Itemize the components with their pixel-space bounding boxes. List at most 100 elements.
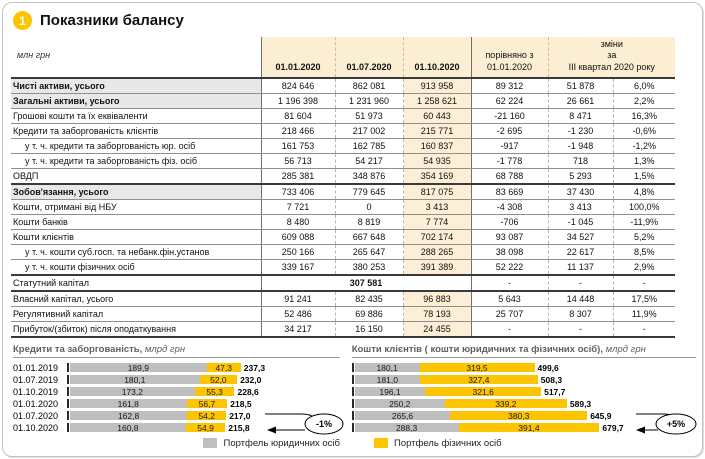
stacked-bar: 189,9 47,3 237,3 bbox=[67, 362, 340, 373]
cell-01-07-2020: 265 647 bbox=[334, 244, 403, 260]
cell-change-pct: 6,0% bbox=[612, 77, 676, 94]
chart-bar-row: 265,6 380,3 645,9 bbox=[351, 410, 696, 422]
table-row: у т. ч. кредити та заборгованість юр. ос… bbox=[11, 138, 676, 154]
cell-change-pct: -0,6% bbox=[612, 123, 676, 139]
legend-item-legal: Портфель юридичних осіб bbox=[203, 438, 340, 449]
cell-01-07-2020: 0 bbox=[334, 199, 403, 215]
cell-change-pct: 8,5% bbox=[612, 244, 676, 260]
table-header-row: млн грн 01.01.2020 01.07.2020 01.10.2020… bbox=[11, 37, 676, 79]
table-row: Зобов'язання, усього 733 406 779 645 817 07… bbox=[11, 183, 676, 200]
section-number-badge: 1 bbox=[13, 11, 32, 30]
bar-segment-legal: 250,2 bbox=[354, 399, 445, 409]
row-label: Прибуток/(збиток) після оподаткування bbox=[11, 321, 261, 338]
bar-segment-individuals: 54,2 bbox=[187, 411, 227, 421]
cell-compare: - bbox=[470, 321, 548, 338]
cell-01-01-2020: 7 721 bbox=[260, 199, 335, 215]
cell-01-07-2020: 54 217 bbox=[334, 153, 403, 169]
chart-bar-row: 250,2 339,2 589,3 bbox=[351, 398, 696, 410]
cell-change-pct: 16,3% bbox=[612, 108, 676, 124]
cell-01-10-2020: 354 169 bbox=[402, 168, 471, 185]
cell-01-10-2020: 391 389 bbox=[402, 259, 471, 276]
chart-rows-1: 180,1 319,5 499,6 181,0 327,4 508,3 196,1 321,6… bbox=[351, 362, 696, 434]
cell-01-10-2020: 913 958 bbox=[402, 77, 471, 94]
row-label: Власний капітал, усього bbox=[11, 290, 261, 307]
chart-category-label: 01.07.2019 bbox=[13, 374, 59, 385]
chart-category-label: 01.01.2020 bbox=[13, 398, 59, 409]
bar-total-label: 217,0 bbox=[229, 410, 251, 421]
cell-01-01-2020: 52 486 bbox=[260, 306, 335, 322]
bar-total-label: 679,7 bbox=[602, 422, 624, 433]
bar-segment-legal: 160,8 bbox=[70, 423, 186, 433]
cell-01-10-2020: 24 455 bbox=[402, 321, 471, 338]
row-label: ОВДП bbox=[11, 168, 261, 185]
cell-01-07-2020: 348 876 bbox=[334, 168, 403, 185]
table-row: ОВДП 285 381 348 876 354 169 68 788 5 293 1,5% bbox=[11, 168, 676, 185]
cell-change-abs: 11 137 bbox=[547, 259, 613, 276]
cell-change-pct: 5,2% bbox=[612, 229, 676, 245]
col-header-01-01-2020: 01.01.2020 bbox=[260, 37, 335, 79]
yellow-swatch-icon bbox=[373, 438, 388, 449]
stacked-bar: 265,6 380,3 645,9 bbox=[351, 411, 696, 421]
bar-segment-legal: 173,2 bbox=[70, 387, 195, 397]
cell-compare: 25 707 bbox=[470, 306, 548, 322]
bar-segment-individuals: 380,3 bbox=[450, 411, 588, 421]
bar-segment-legal: 181,0 bbox=[354, 375, 420, 385]
stacked-bar: 160,8 54,9 215,8 bbox=[67, 423, 340, 433]
bar-segment-individuals: 319,5 bbox=[419, 363, 535, 373]
chart-loans-unit: млрд грн bbox=[144, 343, 186, 355]
cell-change-pct: 4,8% bbox=[612, 183, 676, 200]
stacked-bar: 173,2 55,3 228,6 bbox=[67, 386, 340, 397]
bar-total-label: 237,3 bbox=[243, 362, 266, 373]
chart-loans-title: Кредити та заборгованість, млрд грн bbox=[13, 344, 340, 358]
table-row: Кошти клієнтів 609 088 667 648 702 174 93 08… bbox=[11, 229, 676, 245]
cell-change-abs: - bbox=[547, 274, 613, 292]
row-label: Кредити та заборгованість клієнтів bbox=[11, 123, 261, 139]
stacked-bar: 180,1 52,0 232,0 bbox=[67, 375, 340, 385]
col-header-01-07-2020: 01.07.2020 bbox=[334, 37, 403, 79]
bar-segment-individuals: 47,3 bbox=[206, 363, 241, 373]
cell-change-abs: -1 230 bbox=[547, 123, 613, 139]
chart-bar-row: 181,0 327,4 508,3 bbox=[351, 374, 696, 386]
cell-01-01-2020: 91 241 bbox=[260, 290, 335, 307]
row-label: Загальні активи, усього bbox=[11, 93, 261, 109]
cell-merged-value: 307 581 bbox=[260, 274, 471, 292]
bar-segment-legal: 265,6 bbox=[354, 411, 451, 421]
stacked-bar: 161,8 56,7 218,5 bbox=[67, 399, 340, 409]
chart-legend: Портфель юридичних осіб Портфель фізични… bbox=[3, 438, 702, 449]
chart-client-funds-title: Кошти клієнтів ( кошти юридичних та фізи… bbox=[351, 343, 696, 358]
chart-category-label: 01.10.2020 bbox=[13, 422, 59, 433]
cell-compare: 38 098 bbox=[470, 244, 548, 260]
cell-01-07-2020: 69 886 bbox=[334, 306, 403, 322]
chart-bar-row: 01.01.2020 161,8 56,7 218,5 bbox=[13, 398, 340, 410]
cell-change-abs: - bbox=[547, 321, 613, 338]
stacked-bar: 288,3 391,4 679,7 bbox=[351, 422, 696, 433]
col-header-changes: зміни за III квартал 2020 року bbox=[547, 37, 676, 79]
cell-01-10-2020: 60 443 bbox=[402, 108, 471, 124]
row-label: Кошти, отримані від НБУ bbox=[11, 199, 261, 215]
bar-total-label: 228,6 bbox=[237, 386, 259, 397]
cell-01-01-2020: 824 646 bbox=[260, 77, 335, 94]
legend-label-individuals: Портфель фізичних осіб bbox=[393, 437, 502, 449]
cell-change-pct: 2,9% bbox=[612, 259, 676, 276]
cell-compare: - bbox=[470, 274, 548, 292]
table-row: у т. ч. кошти фізичних осіб 339 167 380 25… bbox=[11, 259, 676, 276]
cell-01-07-2020: 82 435 bbox=[334, 290, 403, 307]
cell-01-10-2020: 7 774 bbox=[402, 214, 471, 230]
row-label: Кошти клієнтів bbox=[11, 229, 261, 245]
table-row: Регулятивний капітал 52 486 69 886 78 193 25… bbox=[11, 306, 676, 322]
row-label: Статутний капітал bbox=[11, 274, 261, 292]
bar-segment-legal: 288,3 bbox=[354, 423, 459, 433]
col-header-compare: порівняно з 01.01.2020 bbox=[470, 37, 548, 79]
unit-label: млн грн bbox=[11, 37, 261, 79]
cell-compare: -706 bbox=[470, 214, 548, 230]
cell-01-01-2020: 1 196 398 bbox=[260, 93, 335, 109]
page-title: Показники балансу bbox=[40, 12, 184, 29]
chart-client-funds-unit: млрд грн bbox=[605, 343, 646, 355]
chart-client-funds: Кошти клієнтів ( кошти юридичних та фізи… bbox=[351, 343, 697, 435]
table-row: Чисті активи, усього 824 646 862 081 913 95… bbox=[11, 77, 676, 94]
bar-segment-individuals: 54,9 bbox=[185, 423, 226, 433]
row-label: у т. ч. кредити та заборгованість фіз. о… bbox=[11, 153, 261, 169]
cell-compare: -21 160 bbox=[470, 108, 548, 124]
cell-01-01-2020: 250 166 bbox=[260, 244, 335, 260]
bar-total-label: 589,3 bbox=[569, 398, 592, 409]
